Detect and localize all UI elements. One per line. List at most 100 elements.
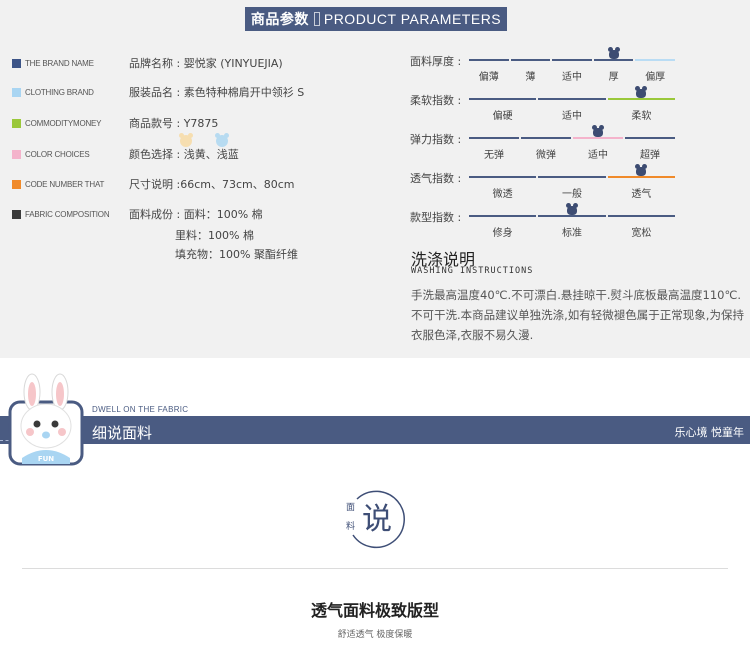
badge-big-char: 说 [362, 502, 392, 537]
spec-label-en: CODE NUMBER THAT [25, 179, 105, 189]
spec-row-color: COLOR CHOICES 颜色选择 : 浅黄、浅蓝 [12, 145, 239, 163]
scale-row: 款型指数 : 修身 标准 宽松 [410, 203, 675, 239]
spec-value: 颜色选择 : 浅黄、浅蓝 [129, 148, 239, 161]
scale-tick-label: 微弹 [536, 150, 556, 161]
badge-small-char-2: 料 [346, 522, 356, 532]
light-blue-bear-icon [215, 133, 229, 147]
panel-title-en: PRODUCT PARAMETERS [323, 11, 502, 27]
washing-title: 洗涤说明 [411, 250, 476, 269]
scale-segment [573, 137, 623, 139]
scale-tick-label: 适中 [562, 111, 582, 122]
fabric-talk-badge-icon [352, 490, 405, 549]
bear-marker-icon [565, 203, 579, 215]
scale-tick-label: 一般 [562, 189, 582, 200]
scale-tick-label: 适中 [562, 72, 582, 83]
banner-slogan: 乐心境 悦童年 [674, 426, 745, 439]
spec-value: 面料成份 : 面料：100% 棉 [129, 208, 263, 221]
spec-swatch [12, 179, 21, 189]
banner-divider [0, 440, 14, 441]
spec-swatch [12, 118, 21, 128]
scale-segment [538, 98, 606, 100]
bear-marker-icon [634, 86, 648, 98]
spec-row-brand: THE BRAND NAME 品牌名称 : 婴悦家 (YINYUEJIA) [12, 54, 283, 72]
bear-marker-icon [634, 164, 648, 176]
scale-track: 微透 一般 透气 [468, 164, 676, 200]
scale-segment [538, 215, 606, 217]
panel-title: 商品参数 PRODUCT PARAMETERS [245, 7, 507, 31]
scale-tick-label: 偏硬 [492, 111, 513, 122]
scale-tick-label: 厚 [608, 72, 619, 83]
spec-swatch [12, 209, 21, 219]
scale-tick-label: 薄 [525, 72, 536, 83]
scale-label: 面料厚度 : [410, 55, 462, 68]
title-separator [313, 12, 320, 26]
scale-tick-label: 适中 [588, 150, 608, 161]
spec-label-en: COMMODITYMONEY [25, 118, 102, 128]
scale-tick-label: 偏薄 [478, 72, 499, 83]
scale-row: 面料厚度 : 偏薄 薄 适中 厚 偏厚 [410, 47, 675, 83]
scale-row: 透气指数 : 微透 一般 透气 [410, 164, 675, 200]
scale-segment [593, 59, 634, 61]
spec-label-en: CLOTHING BRAND [25, 87, 94, 97]
scale-segment [552, 59, 592, 61]
spec-swatch [12, 87, 21, 97]
scale-tick-label: 宽松 [631, 228, 652, 239]
scale-segment [510, 59, 551, 61]
scale-track: 修身 标准 宽松 [468, 203, 676, 239]
spec-label-en: THE BRAND NAME [25, 58, 94, 68]
scale-segment [469, 137, 519, 139]
scale-segment [607, 176, 675, 178]
spec-swatch [12, 58, 21, 68]
scale-tick-label: 柔软 [631, 111, 652, 122]
spec-row-style-number: COMMODITYMONEY 商品款号 : Y7875 [12, 114, 218, 132]
scale-segment [469, 59, 509, 61]
scale-segment [469, 98, 537, 100]
badge-small-char-1: 面 [346, 503, 356, 513]
fabric-lining: 里料：100% 棉 [175, 229, 254, 242]
scale-label: 透气指数 : [410, 172, 462, 185]
scale-segment [607, 215, 675, 217]
rabbit-mascot-icon: FUN [8, 373, 84, 466]
fabric-filling: 填充物：100% 聚酯纤维 [175, 248, 298, 261]
product-parameters-panel: 商品参数 PRODUCT PARAMETERS THE BRAND NAME 品… [0, 0, 750, 358]
scale-segment [521, 137, 571, 139]
banner-subtitle: DWELL ON THE FABRIC [92, 405, 189, 414]
scale-label: 弹力指数 : [410, 133, 462, 146]
scale-label: 柔软指数 : [410, 94, 462, 107]
scale-label: 款型指数 : [410, 211, 462, 224]
scale-track: 偏薄 薄 适中 厚 偏厚 [468, 47, 676, 83]
scale-segment [607, 98, 675, 100]
spec-row-clothing: CLOTHING BRAND 服装品名 : 素色特种棉肩开中领衫 S [12, 83, 304, 101]
scale-segment [469, 176, 537, 178]
scale-tick-label: 透气 [631, 189, 652, 200]
scale-tick-label: 修身 [492, 228, 513, 239]
scale-segment [625, 137, 675, 139]
scale-tick-label: 偏厚 [645, 72, 666, 83]
scale-segment [635, 59, 675, 61]
spec-swatch [12, 149, 21, 159]
spec-value: 商品款号 : Y7875 [129, 117, 219, 130]
light-yellow-bear-icon [179, 133, 193, 147]
feature-title: 透气面料极致版型 [310, 601, 439, 620]
scale-tick-label: 超弹 [640, 150, 660, 161]
scale-track: 偏硬 适中 柔软 [468, 86, 676, 122]
mascot-shirt-text: FUN [38, 455, 54, 463]
scale-segment [469, 215, 537, 217]
washing-subtitle: WASHING INSTRUCTIONS [411, 266, 534, 276]
spec-row-size: CODE NUMBER THAT 尺寸说明 :66cm、73cm、80cm [12, 175, 294, 193]
spec-row-fabric: FABRIC COMPOSITION 面料成份 : 面料：100% 棉 [12, 205, 263, 223]
scale-segment [538, 176, 606, 178]
scale-row: 弹力指数 : 无弹 微弹 适中 超弹 [410, 125, 675, 161]
bear-marker-icon [607, 47, 621, 59]
section-divider [22, 568, 728, 569]
scale-row: 柔软指数 : 偏硬 适中 柔软 [410, 86, 675, 122]
spec-value: 品牌名称 : 婴悦家 (YINYUEJIA) [129, 57, 283, 70]
spec-label-en: COLOR CHOICES [25, 149, 90, 159]
scale-tick-label: 无弹 [484, 150, 504, 161]
scale-track: 无弹 微弹 适中 超弹 [468, 125, 676, 161]
washing-instructions: 手洗最高温度40℃.不可漂白.悬挂晾干.熨斗底板最高温度110℃.不可干洗.本商… [411, 288, 744, 342]
scale-tick-label: 标准 [562, 228, 582, 239]
spec-label-en: FABRIC COMPOSITION [25, 209, 110, 219]
spec-value: 尺寸说明 :66cm、73cm、80cm [129, 178, 295, 191]
panel-title-cn: 商品参数 [250, 12, 309, 28]
